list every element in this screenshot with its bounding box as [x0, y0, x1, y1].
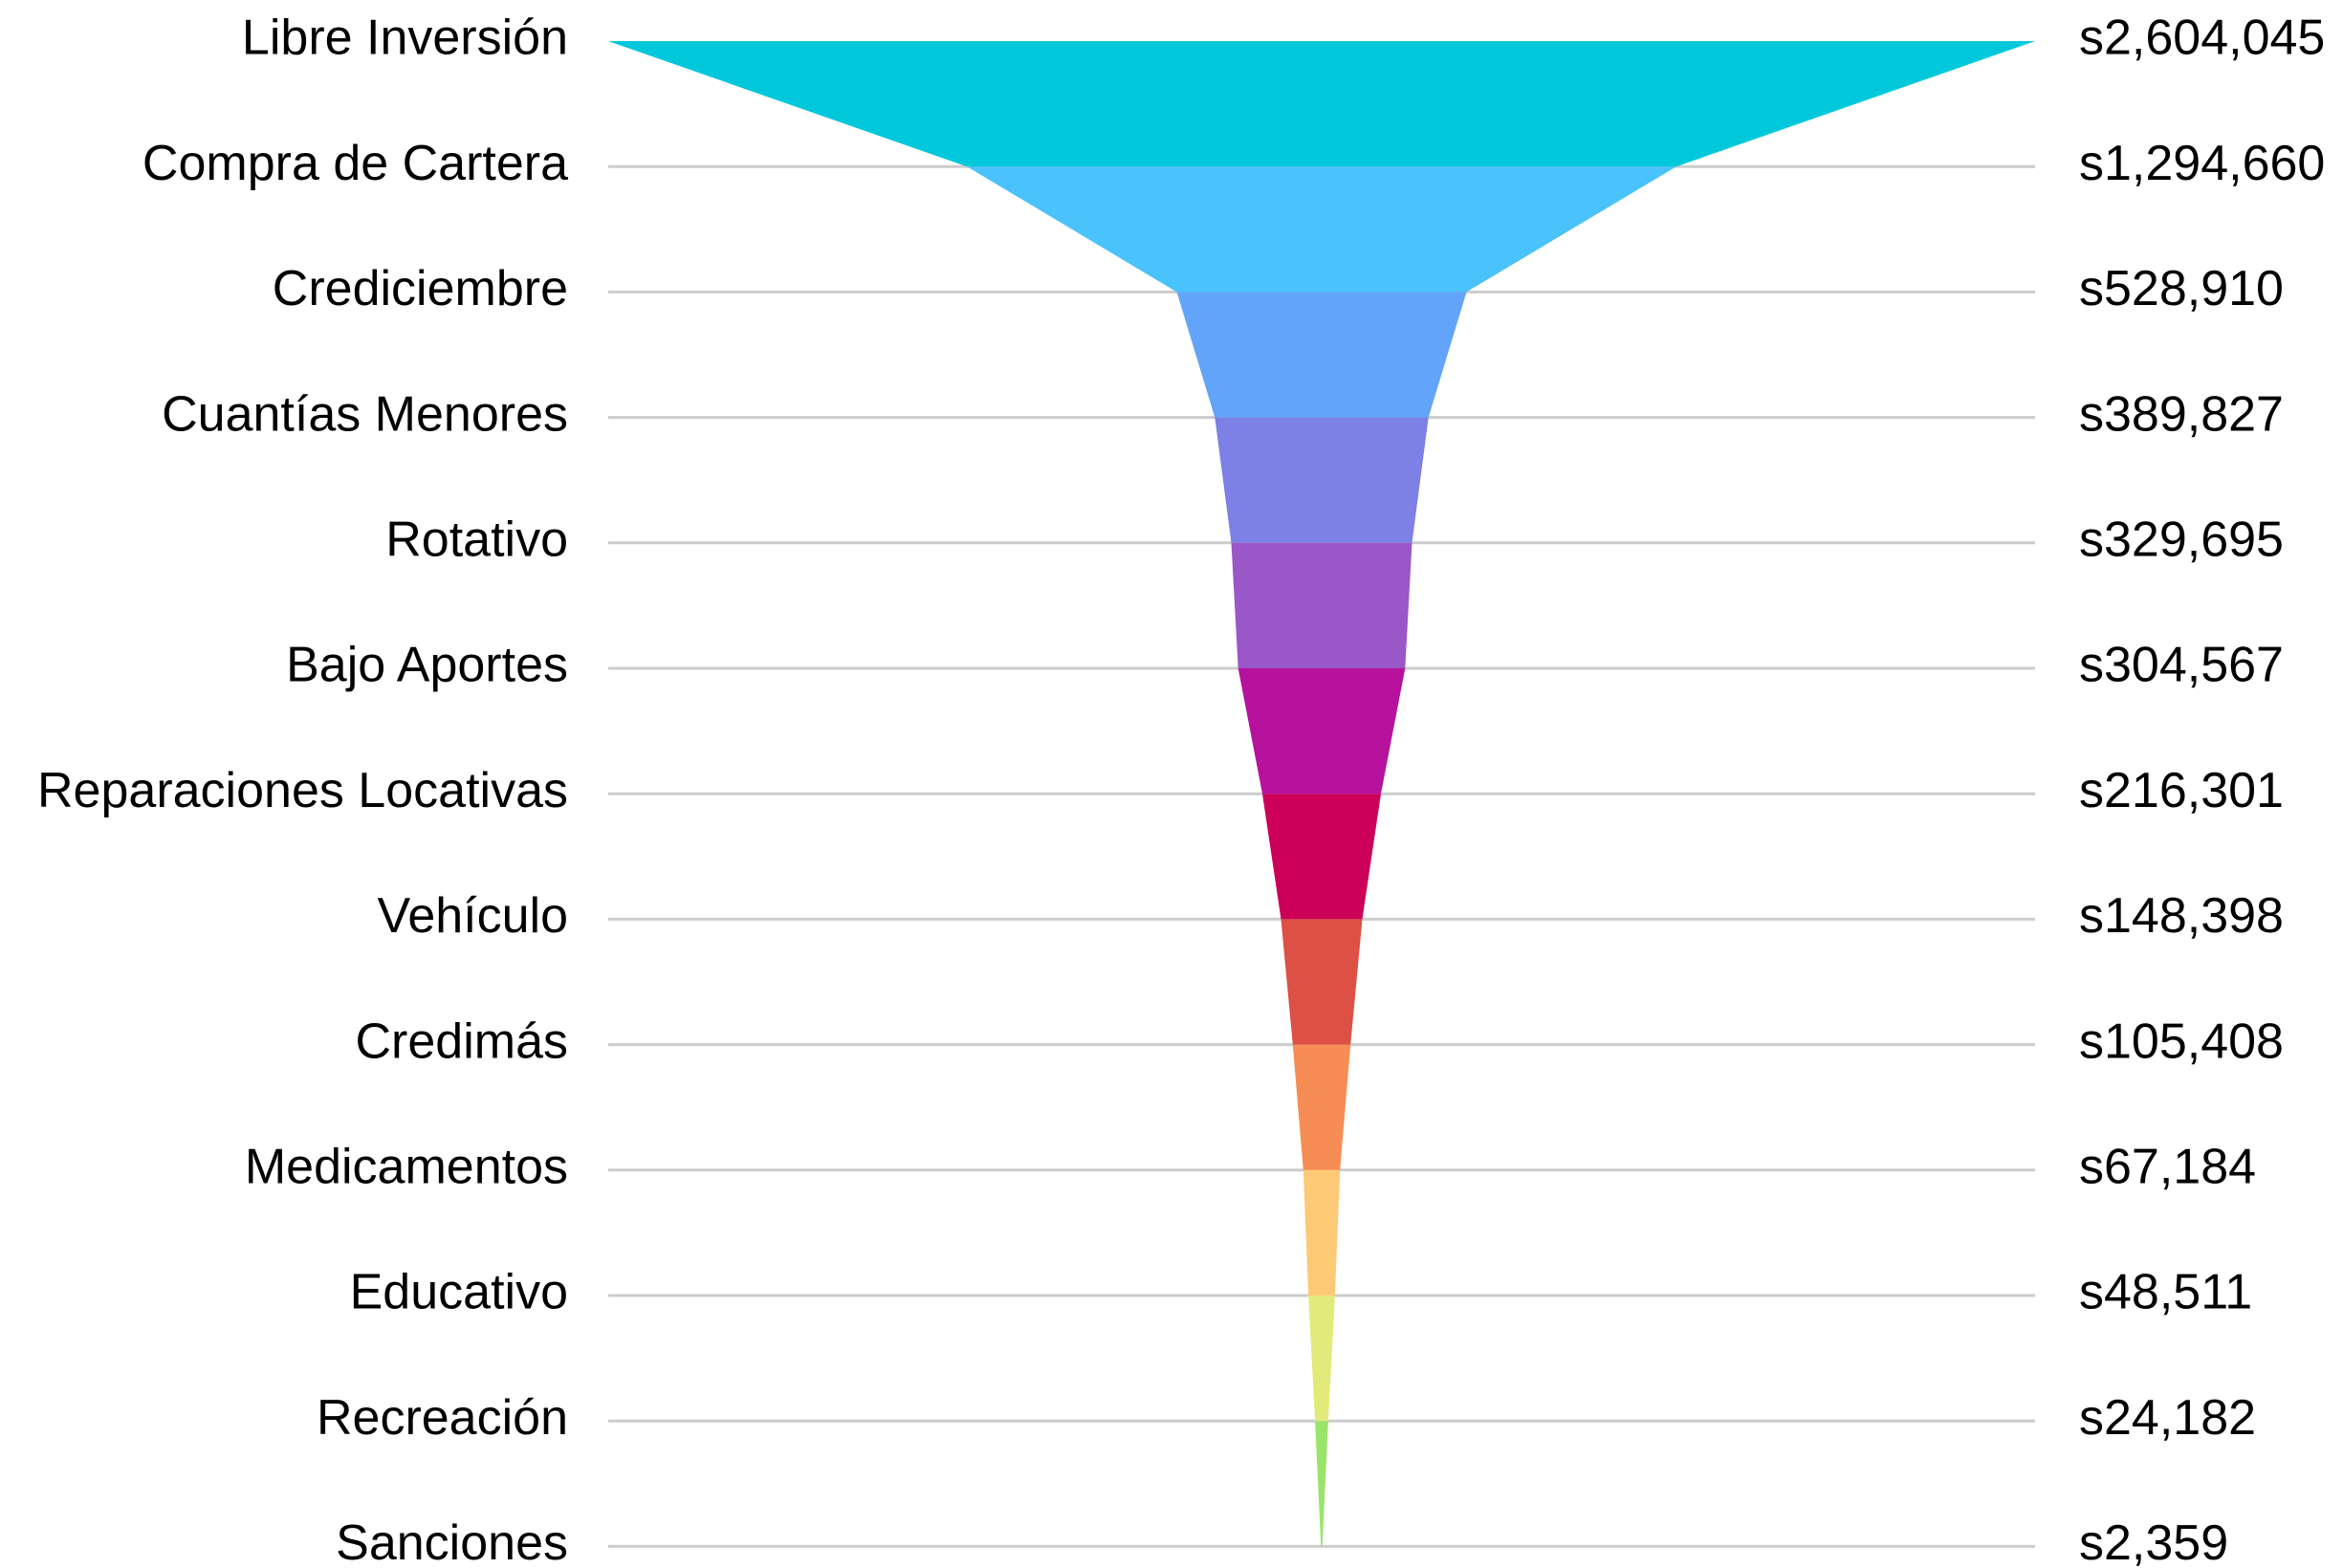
- value-label: s2,604,045: [2079, 11, 2325, 66]
- funnel-segment: [1215, 417, 1429, 543]
- category-label: Libre Inversión: [242, 11, 568, 66]
- category-label: Educativo: [350, 1265, 568, 1320]
- category-label: Sanciones: [336, 1515, 568, 1568]
- value-labels: s2,604,045 s1,294,660 s528,910 s389,827 s329…: [2079, 11, 2325, 1568]
- funnel-segment: [1176, 292, 1467, 418]
- value-label: s148,398: [2079, 888, 2284, 944]
- category-label: Recreación: [317, 1390, 568, 1446]
- category-label: Crediciembre: [273, 261, 568, 316]
- funnel-segment: [967, 166, 1676, 293]
- value-label: s105,408: [2079, 1013, 2284, 1069]
- category-label: Reparaciones Locativas: [37, 763, 568, 818]
- funnel-segment: [1262, 794, 1381, 920]
- value-label: s304,567: [2079, 638, 2284, 693]
- category-label: Medicamentos: [245, 1140, 568, 1195]
- funnel-segment: [1292, 1044, 1351, 1170]
- category-label: Rotativo: [385, 512, 568, 568]
- funnel-segment: [1315, 1421, 1328, 1547]
- value-label: s389,827: [2079, 386, 2284, 442]
- funnel-segment: [1308, 1296, 1335, 1422]
- category-label: Bajo Aportes: [286, 638, 568, 693]
- funnel-segment: [1231, 542, 1412, 668]
- value-label: s1,294,660: [2079, 136, 2325, 191]
- value-label: s216,301: [2079, 763, 2284, 818]
- value-label: s528,910: [2079, 261, 2284, 316]
- category-label: Compra de Cartera: [142, 136, 568, 191]
- value-label: s67,184: [2079, 1140, 2256, 1195]
- category-label: Credimás: [356, 1013, 569, 1069]
- funnel-segments: [608, 41, 2035, 1547]
- value-label: s2,359: [2079, 1515, 2228, 1568]
- value-label: s24,182: [2079, 1390, 2256, 1446]
- funnel-segment: [608, 41, 2035, 167]
- value-label: s329,695: [2079, 512, 2284, 568]
- category-label: Vehículo: [378, 888, 569, 944]
- category-label: Cuantías Menores: [162, 386, 568, 442]
- funnel-segment: [1303, 1169, 1341, 1296]
- funnel-segment: [1237, 668, 1406, 795]
- value-label: s48,511: [2079, 1265, 2252, 1320]
- funnel-segment: [1281, 919, 1363, 1045]
- category-labels: Libre Inversión Compra de Cartera Credicie…: [37, 11, 568, 1568]
